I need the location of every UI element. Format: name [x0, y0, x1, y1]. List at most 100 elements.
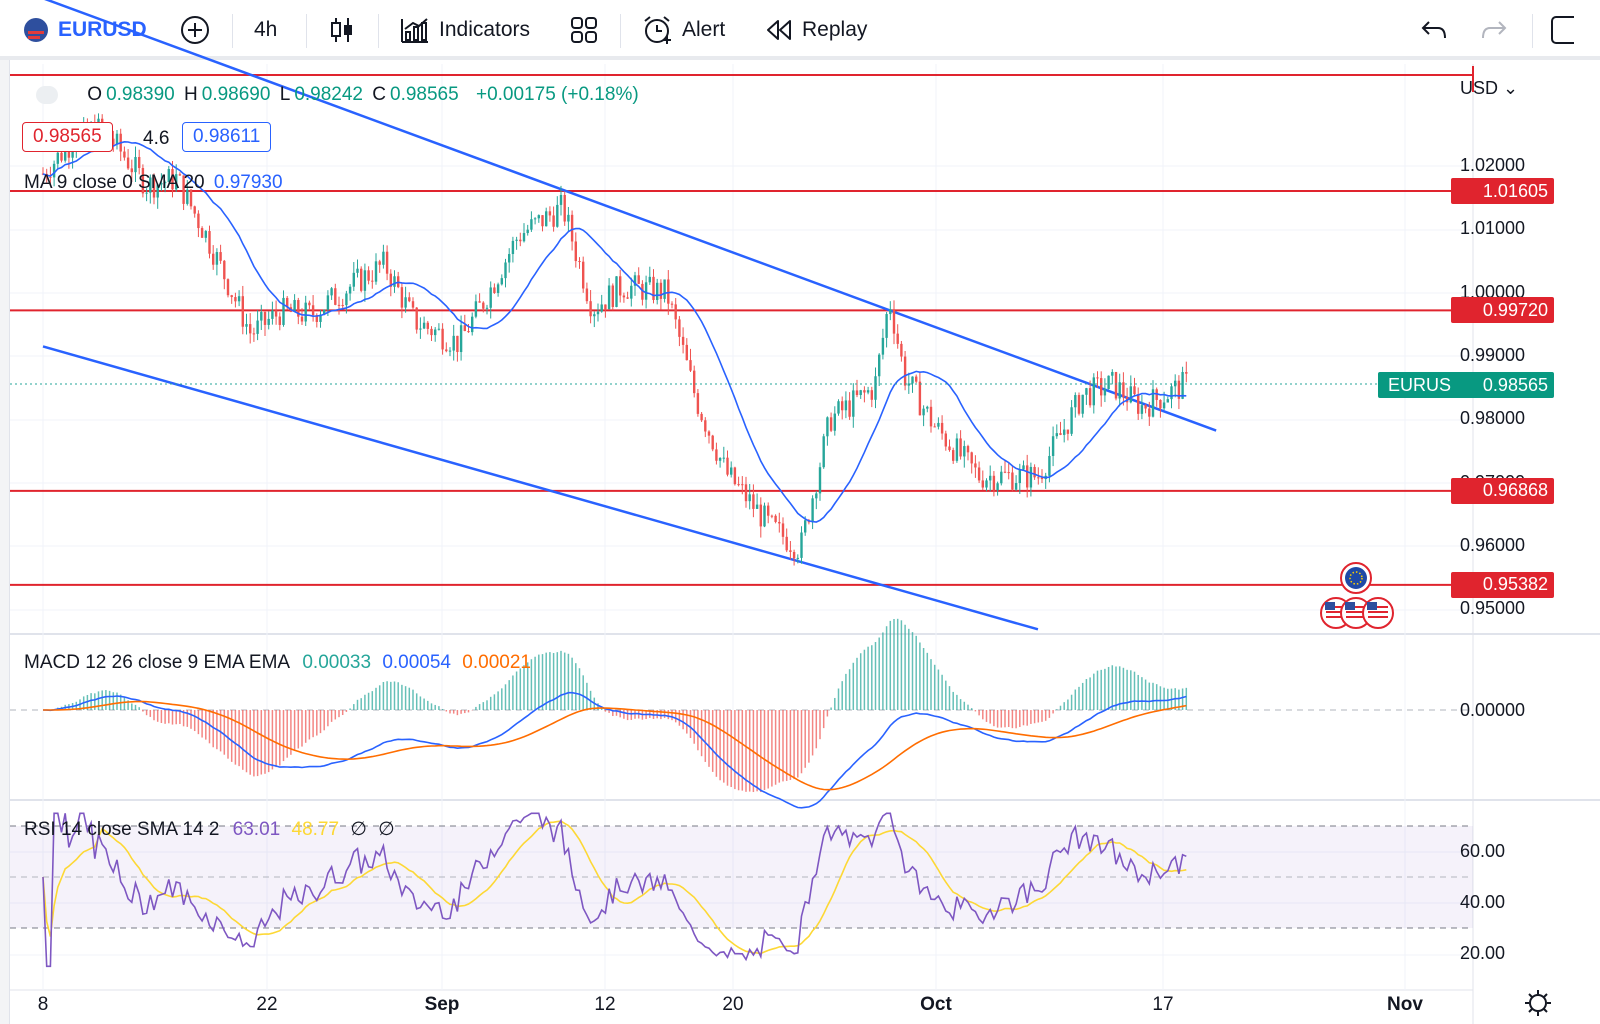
interval-label: 4h	[254, 18, 278, 41]
candle-body	[656, 282, 659, 300]
redo-button[interactable]	[1480, 14, 1508, 46]
candle-body	[841, 401, 844, 411]
candle-body	[245, 324, 248, 327]
replay-button[interactable]: Replay	[764, 14, 867, 46]
candle-body	[1029, 466, 1033, 488]
candle-body	[389, 273, 392, 287]
candle-body	[237, 296, 241, 302]
candle-body	[752, 494, 755, 509]
trendlines[interactable]	[42, 0, 1217, 631]
rsi-legend[interactable]: RSI 14 close SMA 14 2 63.01 48.77 ∅ ∅	[24, 818, 395, 841]
candle-body	[652, 276, 655, 300]
macd-legend[interactable]: MACD 12 26 close 9 EMA EMA 0.00033 0.000…	[24, 652, 531, 674]
candle-body	[959, 438, 962, 457]
candle-body	[426, 322, 429, 329]
candle-body	[123, 151, 126, 158]
candle-body	[885, 314, 888, 338]
trendline[interactable]	[42, 345, 1039, 631]
eu-event-icon[interactable]	[1340, 562, 1372, 594]
candle-body	[1144, 405, 1147, 409]
ma-legend[interactable]: MA 9 close 0 SMA 20 0.97930	[24, 172, 283, 194]
candle-body	[49, 176, 52, 178]
undo-button[interactable]	[1420, 14, 1448, 46]
alarm-clock-icon	[644, 16, 671, 44]
candle-body	[837, 401, 840, 414]
candle-body	[940, 422, 944, 434]
candle-body	[755, 504, 759, 509]
candle-body	[267, 318, 270, 325]
candle-body	[759, 504, 762, 527]
candle-body	[800, 532, 803, 558]
compare-button[interactable]	[180, 14, 210, 46]
macd-hist-value: 0.00033	[302, 652, 372, 673]
us-event-icon-3[interactable]	[1362, 597, 1394, 629]
interval-button[interactable]: 4h	[254, 14, 277, 46]
candle-body	[1081, 394, 1084, 414]
candle-body	[408, 297, 411, 302]
square-icon	[1551, 16, 1574, 44]
ohlc-legend: O 0.98390 H 0.98690 L 0.98242 C 0.98565 +0.0…	[36, 84, 643, 106]
candle-body	[1174, 380, 1177, 387]
candle-body	[700, 413, 703, 421]
candle-body	[330, 288, 333, 296]
candle-body	[504, 262, 507, 279]
candle-body	[64, 147, 67, 161]
candle-body	[1026, 465, 1029, 488]
candle-body	[163, 182, 167, 184]
trendline[interactable]	[43, 0, 1217, 432]
macd-line-value: 0.00054	[382, 652, 451, 673]
candle-body	[774, 515, 777, 522]
candle-body	[637, 275, 640, 284]
candle-body	[811, 498, 814, 523]
chart-type-button[interactable]	[328, 14, 356, 46]
candle-body	[101, 118, 104, 126]
candle-body	[482, 302, 485, 309]
horizontal-levels[interactable]	[10, 190, 1473, 586]
indicators-button[interactable]: Indicators	[399, 14, 530, 46]
candle-body	[67, 147, 71, 158]
candle-body	[578, 261, 581, 263]
candle-body	[500, 278, 503, 285]
candle-body	[260, 312, 263, 321]
candle-body	[963, 446, 966, 457]
candles-icon	[331, 18, 352, 42]
candle-body	[744, 484, 748, 502]
symbol-button[interactable]: EURUSD	[22, 14, 147, 46]
candle-body	[249, 324, 252, 334]
candle-body	[156, 184, 159, 198]
currency-selector[interactable]: USD ⌄	[1460, 78, 1560, 99]
candle-body	[371, 280, 374, 282]
candle-body	[230, 295, 233, 298]
candle-body	[648, 276, 651, 283]
candle-body	[866, 390, 870, 393]
candle-body	[526, 229, 529, 234]
rsi-tick: 60.00	[1460, 840, 1506, 861]
candle-body	[537, 215, 540, 219]
buy-button[interactable]: 0.98611	[182, 122, 272, 152]
economic-events[interactable]	[1320, 562, 1394, 629]
candle-body	[337, 304, 341, 306]
alert-button[interactable]: Alert	[642, 14, 725, 46]
candle-body	[1137, 394, 1140, 414]
plus-circle-icon	[181, 16, 209, 44]
macd-signal-value: 0.00021	[462, 652, 531, 673]
settings-gear-icon[interactable]	[1525, 990, 1551, 1016]
candle-body	[1100, 378, 1103, 396]
sell-button[interactable]: 0.98565	[22, 122, 113, 152]
candle-body	[722, 457, 725, 459]
candle-body	[363, 270, 367, 291]
collapse-toggle-icon[interactable]	[36, 85, 58, 104]
symbol-label: EURUSD	[58, 18, 147, 41]
time-axis-label: 17	[1152, 994, 1174, 1015]
candle-body	[855, 390, 859, 396]
layouts-button[interactable]	[570, 14, 598, 46]
price-pane[interactable]	[10, 64, 1473, 634]
candle-body	[981, 480, 984, 488]
candle-body	[160, 183, 163, 185]
candle-body	[215, 252, 219, 265]
horizontal-gridlines	[10, 165, 1473, 956]
candle-body	[633, 275, 637, 286]
candle-body	[1063, 429, 1066, 435]
fullscreen-button[interactable]	[1550, 14, 1574, 46]
